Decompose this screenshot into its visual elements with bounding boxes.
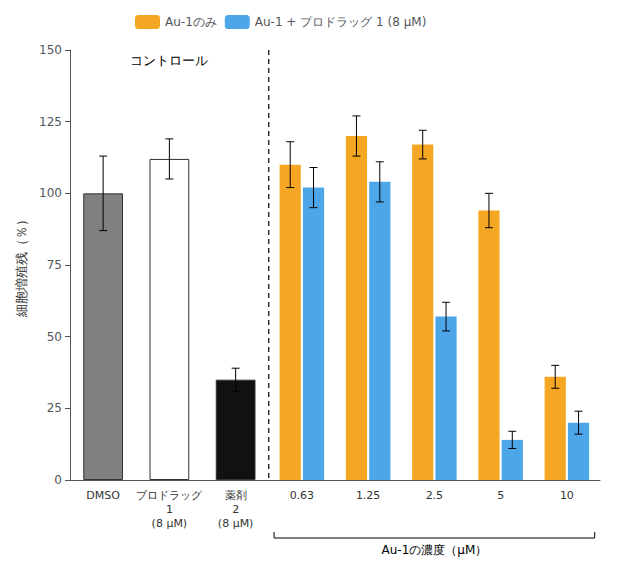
svg-text:(8 μM): (8 μM) [218,517,254,530]
svg-text:1.25: 1.25 [356,489,381,502]
svg-text:Au-1のみ: Au-1のみ [165,15,217,29]
svg-text:0: 0 [54,473,62,487]
svg-text:1: 1 [166,503,173,516]
svg-text:150: 150 [39,43,62,57]
svg-text:75: 75 [47,258,62,272]
svg-text:細胞増殖残（％）: 細胞増殖残（％） [14,213,29,318]
svg-text:DMSO: DMSO [86,489,120,502]
svg-text:2: 2 [232,503,239,516]
svg-text:100: 100 [39,186,62,200]
svg-text:コントロール: コントロール [130,53,208,68]
svg-text:Au-1の濃度（μM）: Au-1の濃度（μM） [381,543,487,557]
svg-text:2.5: 2.5 [426,489,444,502]
svg-text:(8 μM): (8 μM) [152,517,188,530]
svg-text:5: 5 [497,489,504,502]
svg-text:50: 50 [47,330,62,344]
svg-text:Au-1 + プロドラッグ 1 (8 μM): Au-1 + プロドラッグ 1 (8 μM) [255,15,427,29]
svg-text:薬剤: 薬剤 [225,489,247,502]
svg-text:10: 10 [560,489,574,502]
svg-text:ブロドラッグ: ブロドラッグ [136,489,203,502]
svg-text:0.63: 0.63 [290,489,315,502]
svg-text:25: 25 [47,401,62,415]
svg-text:125: 125 [39,115,62,129]
